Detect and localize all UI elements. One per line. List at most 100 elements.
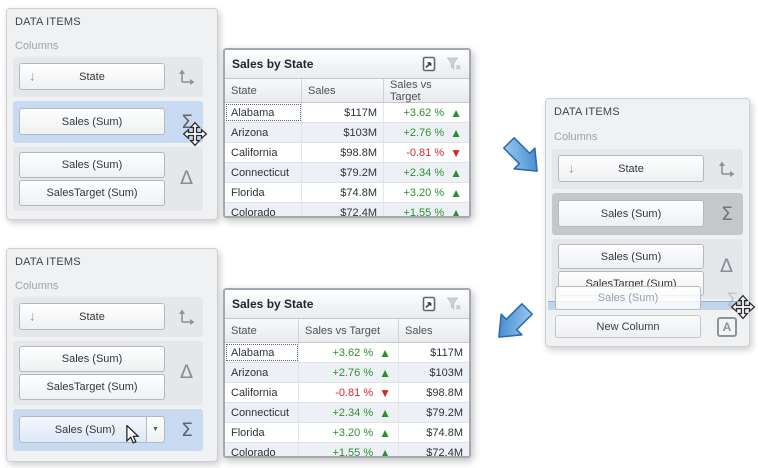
chevron-down-icon[interactable]: ▼ <box>146 417 164 442</box>
table-row[interactable]: Colorado $72.4M +1.55 % ▲ <box>225 203 469 218</box>
table-row[interactable]: Florida $74.8M +3.20 % ▲ <box>225 183 469 203</box>
sales-cell: $74.8M <box>302 183 384 202</box>
state-item-label: State <box>79 70 105 83</box>
trend-up-icon: ▲ <box>379 445 391 458</box>
table-row[interactable]: Alabama $117M +3.62 % ▲ <box>225 103 469 123</box>
delta-sales-sum-button[interactable]: Sales (Sum) <box>558 244 704 269</box>
sales-cell: $74.8M <box>426 426 463 439</box>
transpose-icon[interactable] <box>717 160 735 178</box>
table-row[interactable]: Florida +3.20 % ▲ $74.8M <box>225 423 469 443</box>
sales-cell: $117M <box>430 346 463 359</box>
state-item-button[interactable]: ↓ State <box>19 63 165 90</box>
state-cell[interactable]: Alabama <box>225 103 302 122</box>
state-item-button[interactable]: ↓ State <box>19 303 165 330</box>
delta-group: Sales (Sum) SalesTarget (Sum) Δ <box>13 341 203 405</box>
state-cell[interactable]: California <box>225 143 302 162</box>
table-row[interactable]: Arizona $103M +2.76 % ▲ <box>225 123 469 143</box>
sales-sum-item-button[interactable]: Sales (Sum) <box>558 200 704 227</box>
state-item-label: State <box>618 162 644 175</box>
dimension-group: ↓ State <box>13 297 203 337</box>
state-item-button[interactable]: ↓ State <box>558 155 704 182</box>
column-header-state[interactable]: State <box>225 319 299 342</box>
table-row[interactable]: Arizona +2.76 % ▲ $103M <box>225 363 469 383</box>
delta-sales-sum-button[interactable]: Sales (Sum) <box>19 152 165 178</box>
data-items-panel-bottom-left: DATA ITEMS Columns ↓ State Sales (Sum) S… <box>6 248 218 462</box>
delta-salestarget-sum-button[interactable]: SalesTarget (Sum) <box>19 180 165 206</box>
table-row[interactable]: Colorado +1.55 % ▲ $72.4M <box>225 443 469 458</box>
sum-sigma-icon: Σ <box>180 111 193 133</box>
column-header-state[interactable]: State <box>225 79 302 102</box>
delta-icon: Δ <box>180 167 193 189</box>
sum-sigma-icon: Σ <box>180 419 193 441</box>
delta-cell: +1.55 % ▲ <box>403 205 462 218</box>
table-row[interactable]: California $98.8M -0.81 % ▼ <box>225 143 469 163</box>
trend-up-icon: ▲ <box>450 105 462 120</box>
trend-up-icon: ▲ <box>450 185 462 200</box>
delta-cell: +2.34 % ▲ <box>403 165 462 180</box>
transpose-icon[interactable] <box>177 308 195 326</box>
table-row[interactable]: Alabama +3.62 % ▲ $117M <box>225 343 469 363</box>
delta-icon: Δ <box>180 361 193 383</box>
clear-filter-icon[interactable] <box>446 296 462 312</box>
delta-cell: +3.20 % ▲ <box>403 185 462 200</box>
delta-sales-sum-button[interactable]: Sales (Sum) <box>19 346 165 372</box>
sales-cell: $79.2M <box>426 406 463 419</box>
state-cell[interactable]: Arizona <box>225 123 302 142</box>
sales-cell: $98.8M <box>302 143 384 162</box>
delta-cell: +3.62 % ▲ <box>403 105 462 120</box>
state-cell[interactable]: Arizona <box>225 363 299 382</box>
column-header-sales[interactable]: Sales <box>405 324 433 337</box>
transpose-icon[interactable] <box>177 68 195 86</box>
trend-up-icon: ▲ <box>450 205 462 218</box>
grid-title: Sales by State <box>232 57 314 71</box>
column-header-sales-vs-target[interactable]: Sales vs Target <box>390 78 432 103</box>
state-cell[interactable]: California <box>225 383 299 402</box>
state-cell[interactable]: Colorado <box>225 443 299 456</box>
sales-cell: $79.2M <box>302 163 384 182</box>
sales-sum-item-label: Sales (Sum) <box>600 207 662 220</box>
panel-title: DATA ITEMS <box>554 106 620 118</box>
columns-section-label: Columns <box>15 40 59 52</box>
sales-cell: $72.4M <box>302 203 384 216</box>
state-cell[interactable]: Florida <box>225 423 299 442</box>
sales-by-state-grid-bottom: Sales by State State Sales vs Target Sal… <box>223 288 471 458</box>
trend-down-icon: ▼ <box>379 385 391 400</box>
sum-sigma-icon: Σ <box>720 203 733 225</box>
table-row[interactable]: Connecticut +2.34 % ▲ $79.2M <box>225 403 469 423</box>
sales-sum-item-button[interactable]: Sales (Sum) <box>19 108 165 135</box>
delta-sales-sum-label: Sales (Sum) <box>600 250 662 263</box>
column-header-sales[interactable]: Sales <box>302 79 384 102</box>
sort-descending-icon: ↓ <box>29 307 36 323</box>
delta-salestarget-sum-label: SalesTarget (Sum) <box>46 187 138 199</box>
state-cell[interactable]: Florida <box>225 183 302 202</box>
measure-group-selected: Sales (Sum) Σ <box>552 193 743 235</box>
table-row[interactable]: California -0.81 % ▼ $98.8M <box>225 383 469 403</box>
delta-cell: +2.34 % ▲ <box>299 403 399 422</box>
dragged-sales-sum-item[interactable]: Sales (Sum) <box>555 286 701 310</box>
delta-cell: +1.55 % ▲ <box>299 443 399 458</box>
clear-filter-icon[interactable] <box>446 56 462 72</box>
trend-up-icon: ▲ <box>379 345 391 360</box>
delta-cell: +2.76 % ▲ <box>299 363 399 382</box>
sales-sum-item-button[interactable]: Sales (Sum) ▼ <box>19 416 165 443</box>
state-cell[interactable]: Colorado <box>225 203 302 216</box>
state-cell[interactable]: Connecticut <box>225 403 299 422</box>
sales-cell: $117M <box>302 103 384 122</box>
trend-up-icon: ▲ <box>379 425 391 440</box>
columns-section-label: Columns <box>15 280 59 292</box>
sort-descending-icon: ↓ <box>29 67 36 83</box>
new-column-button[interactable]: New Column <box>555 315 701 338</box>
new-column-label: New Column <box>596 320 660 333</box>
state-cell[interactable]: Connecticut <box>225 163 302 182</box>
sales-cell: $103M <box>429 366 463 379</box>
dimension-group: ↓ State <box>13 57 203 97</box>
export-icon[interactable] <box>421 296 437 312</box>
measure-group-highlighted: Sales (Sum) ▼ Σ <box>13 409 203 451</box>
export-icon[interactable] <box>421 56 437 72</box>
state-cell[interactable]: Alabama <box>225 343 299 362</box>
column-header-sales-vs-target[interactable]: Sales vs Target <box>299 319 399 342</box>
delta-salestarget-sum-button[interactable]: SalesTarget (Sum) <box>19 374 165 400</box>
grid-header-row: State Sales Sales vs Target <box>225 79 469 103</box>
table-row[interactable]: Connecticut $79.2M +2.34 % ▲ <box>225 163 469 183</box>
